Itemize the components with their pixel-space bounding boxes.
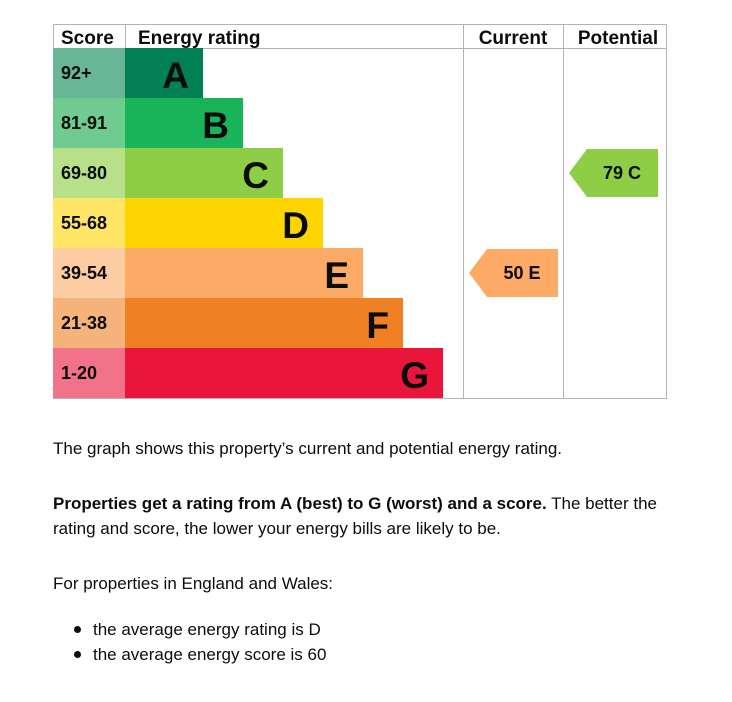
score-cell [53,248,125,298]
rating-bar [125,148,283,198]
current-rating-marker: 50 E [469,249,558,297]
score-cell [53,348,125,398]
rating-explanation-rest: The better the rating and score, the low… [53,494,657,538]
rating-letter: G [400,355,429,396]
rating-letter: D [282,205,309,246]
epc-chart: Score Energy rating Current Potential 92… [53,24,667,399]
intro-text: The graph shows this property’s current … [53,436,693,461]
current-column-header: Current [479,28,548,49]
score-cell [53,48,125,98]
rating-band-e: 39-54 E [53,248,363,298]
marker-label: 79 C [603,163,641,183]
rating-bar [125,48,203,98]
marker-arrow [569,149,658,197]
rating-letter: E [324,255,349,296]
rating-band-c: 69-80 C [53,148,283,198]
potential-column-header: Potential [578,28,658,49]
score-range-label: 55-68 [61,213,107,233]
score-range-label: 21-38 [61,313,107,333]
rating-bar [125,98,243,148]
potential-rating-marker: 79 C [569,149,658,197]
rating-letter: F [366,305,389,346]
intro-paragraph: The graph shows this property’s current … [53,439,563,458]
score-range-label: 1-20 [61,363,97,383]
marker-label: 50 E [503,263,540,283]
rating-band-g: 1-20 G [53,348,443,398]
rating-bands: 92+ A 81-91 B 69-80 C 55-68 D 39-54 E 21-38 F 1-20 G [53,48,443,398]
score-cell [53,148,125,198]
rating-letter: C [242,155,269,196]
score-cell [53,298,125,348]
rating-explanation: Properties get a rating from A (best) to… [53,491,693,541]
rating-band-a: 92+ A [53,48,203,98]
score-range-label: 39-54 [61,263,107,283]
rating-letter: B [202,105,229,146]
score-range-label: 92+ [61,63,92,83]
rating-explanation-bold: Properties get a rating from A (best) to… [53,494,547,513]
list-item: the average energy rating is D [53,617,326,642]
rating-bar [125,198,323,248]
score-column-header: Score [61,28,114,49]
score-range-label: 69-80 [61,163,107,183]
rating-bar [125,348,443,398]
rating-band-f: 21-38 F [53,298,403,348]
score-cell [53,98,125,148]
rating-letter: A [162,55,189,96]
rating-column-header: Energy rating [138,28,260,49]
marker-arrow [469,249,558,297]
rating-explanation-paragraph: Properties get a rating from A (best) to… [53,491,693,541]
chart-headers: Score Energy rating Current Potential [61,28,658,49]
region-note: For properties in England and Wales: [53,571,693,596]
averages-list: the average energy rating is D the avera… [53,617,326,667]
score-range-label: 81-91 [61,113,107,133]
rating-band-b: 81-91 B [53,98,243,148]
rating-bar [125,248,363,298]
rating-band-d: 55-68 D [53,198,323,248]
rating-bar [125,298,403,348]
rating-markers: 50 E 79 C [469,149,658,297]
list-item: the average energy score is 60 [53,642,326,667]
region-note-paragraph: For properties in England and Wales: [53,574,334,593]
score-cell [53,198,125,248]
